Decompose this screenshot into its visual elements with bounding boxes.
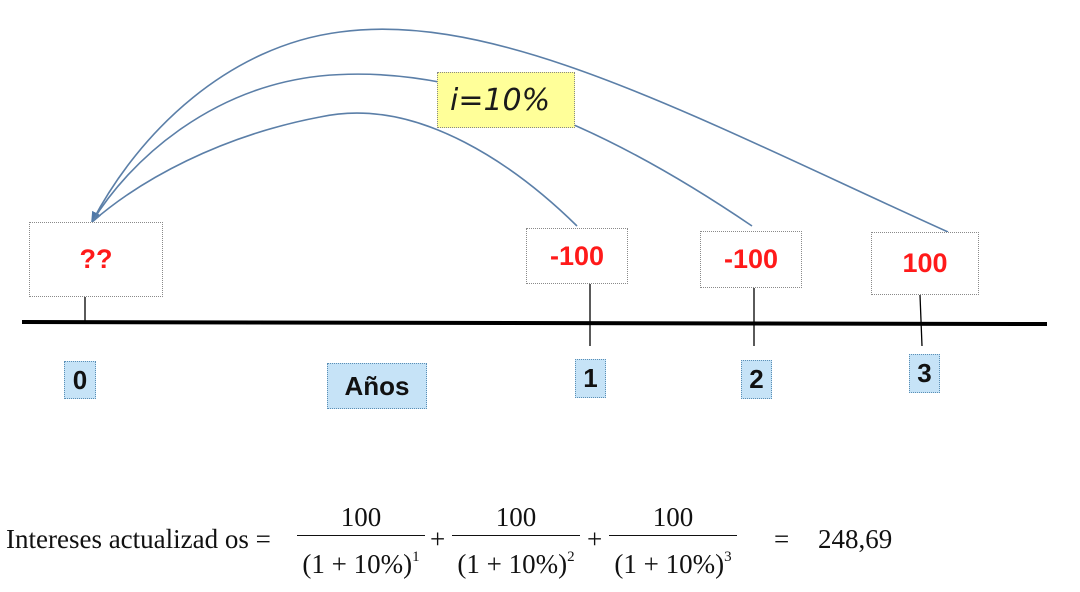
formula-term-2: 100 (1 + 10%)2 (452, 500, 580, 579)
cashflow-year-1: -100 (526, 228, 628, 284)
plus-sign-1: + (430, 524, 446, 554)
arrow-year3-to-0 (91, 28, 949, 233)
year-label-1: 1 (575, 359, 606, 398)
year-label-0: 0 (64, 361, 96, 399)
formula-lhs: Intereses actualizad os = (6, 524, 271, 554)
interest-rate-label: i=10% (437, 72, 575, 128)
term-3-numerator: 100 (652, 502, 694, 532)
year-label-2: 2 (741, 360, 772, 399)
cashflow-year-3: 100 (871, 232, 979, 295)
formula-term-3: 100 (1 + 10%)3 (609, 500, 737, 579)
formula-result: 248,69 (818, 524, 893, 554)
axis-label-years: Años (327, 363, 427, 409)
cashflow-year-0: ?? (29, 222, 163, 297)
formula-term-1: 100 (1 + 10%)1 (297, 500, 425, 579)
term-1-numerator: 100 (340, 502, 382, 532)
arrow-year2-to-0 (91, 73, 753, 227)
year-label-3: 3 (909, 354, 940, 393)
cashflow-diagram (21, 28, 1048, 347)
cashflow-year-2: -100 (700, 231, 802, 288)
plus-sign-2: + (587, 524, 603, 554)
term-2-fraction-bar (452, 535, 580, 536)
tick-year-3 (919, 294, 923, 347)
term-2-numerator: 100 (495, 502, 537, 532)
term-1-fraction-bar (297, 535, 425, 536)
term-1-denominator: (1 + 10%)1 (302, 549, 420, 579)
term-3-fraction-bar (609, 535, 737, 536)
present-value-formula: Intereses actualizad os = 100 (1 + 10%)1… (0, 490, 1080, 590)
term-2-denominator: (1 + 10%)2 (457, 549, 575, 579)
timeline-axis (21, 320, 1048, 326)
term-3-denominator: (1 + 10%)3 (614, 549, 732, 579)
equals-sign: = (774, 524, 790, 554)
arrow-year1-to-0 (91, 112, 578, 227)
